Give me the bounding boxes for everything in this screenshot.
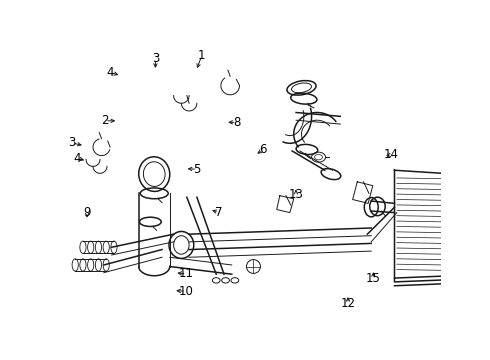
- Text: 8: 8: [233, 116, 241, 129]
- Text: 14: 14: [384, 148, 399, 161]
- Text: 11: 11: [179, 267, 194, 280]
- Bar: [464, 247, 490, 289]
- Text: 4: 4: [74, 152, 81, 165]
- Text: 3: 3: [152, 52, 159, 65]
- Text: 7: 7: [215, 206, 222, 219]
- Text: 12: 12: [341, 297, 355, 310]
- Text: 10: 10: [178, 285, 193, 298]
- Text: 2: 2: [101, 114, 109, 127]
- Text: 4: 4: [107, 66, 114, 79]
- Text: 5: 5: [194, 163, 201, 176]
- Text: 15: 15: [366, 272, 381, 285]
- Text: 3: 3: [68, 136, 75, 149]
- Text: 13: 13: [289, 188, 303, 201]
- Text: 1: 1: [198, 49, 205, 62]
- Text: 9: 9: [83, 206, 91, 219]
- Text: 6: 6: [259, 143, 266, 157]
